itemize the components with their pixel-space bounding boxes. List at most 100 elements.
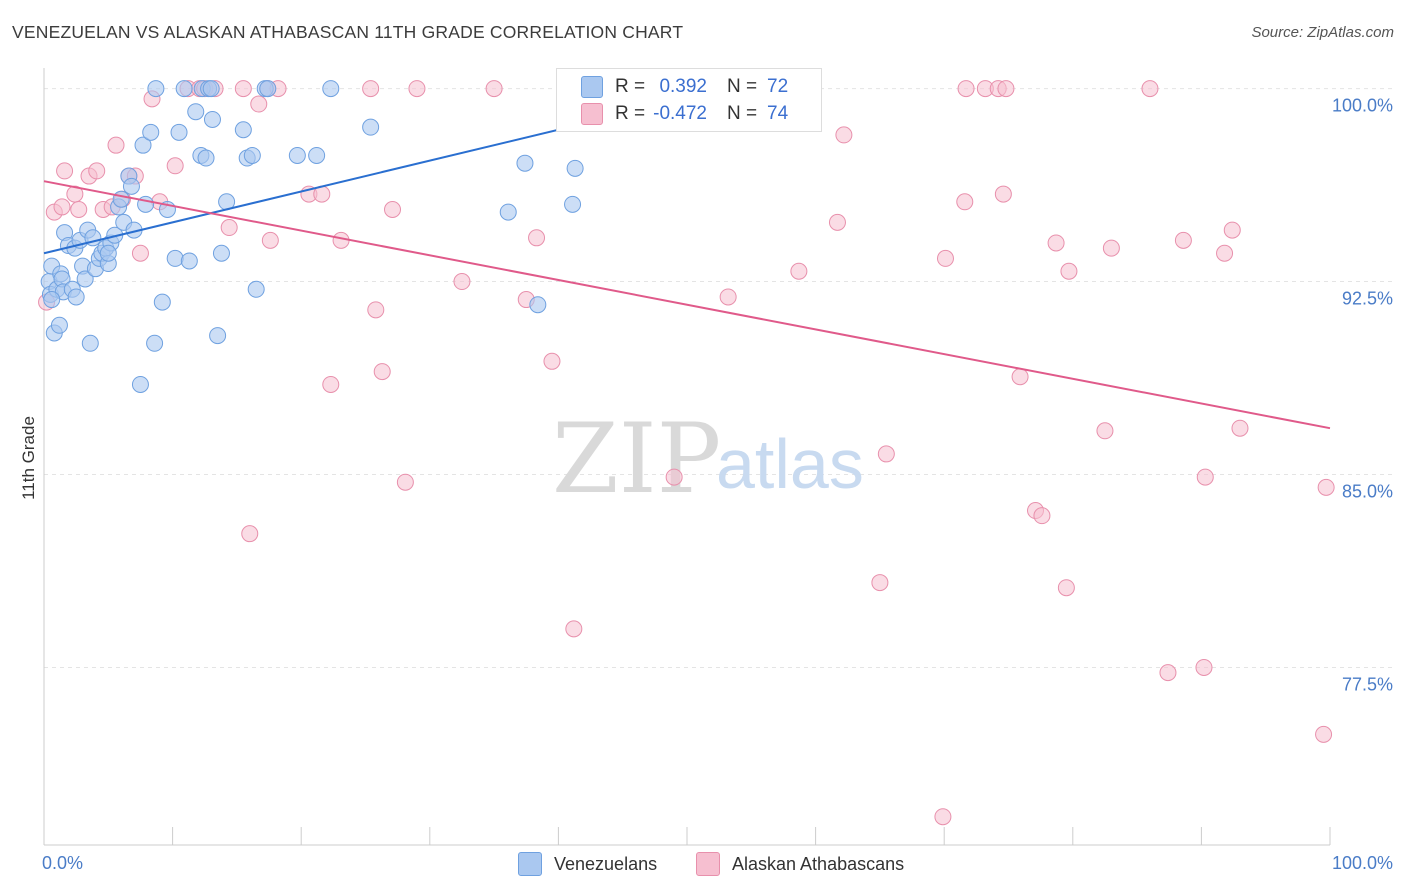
data-point-venezuelans bbox=[209, 327, 227, 345]
legend-row-alaskan-athabascans: R = -0.472 N = 74 bbox=[581, 102, 788, 126]
watermark-zip: ZIP bbox=[552, 403, 721, 515]
data-point-venezuelans bbox=[99, 244, 117, 262]
watermark: ZIP atlas bbox=[552, 403, 864, 515]
legend-n-value: 72 bbox=[767, 76, 789, 97]
data-point-alaskan-athabascans bbox=[1033, 507, 1051, 525]
data-point-alaskan-athabascans bbox=[1057, 579, 1075, 597]
data-point-alaskan-athabascans bbox=[88, 162, 106, 180]
trend-line-alaskan-athabascans bbox=[43, 180, 1331, 430]
data-point-venezuelans bbox=[247, 280, 265, 298]
data-point-alaskan-athabascans bbox=[934, 808, 952, 826]
data-point-venezuelans bbox=[134, 136, 152, 154]
legend-r-label: R = bbox=[615, 76, 646, 97]
chart-title: VENEZUELAN VS ALASKAN ATHABASCAN 11TH GR… bbox=[12, 22, 684, 42]
data-point-venezuelans bbox=[50, 316, 68, 334]
axes bbox=[43, 68, 1331, 846]
x-tick-label-end: 100.0% bbox=[1332, 853, 1393, 873]
legend-swatch-blue bbox=[581, 76, 603, 98]
data-point-alaskan-athabascans bbox=[1195, 658, 1213, 676]
data-point-venezuelans bbox=[67, 288, 85, 306]
data-point-venezuelans bbox=[516, 154, 534, 172]
data-point-venezuelans bbox=[212, 244, 230, 262]
legend-n-label: N = bbox=[727, 76, 758, 97]
data-point-alaskan-athabascans bbox=[835, 126, 853, 144]
data-point-alaskan-athabascans bbox=[1317, 478, 1335, 496]
y-tick-label: 92.5% bbox=[1342, 289, 1393, 309]
data-point-venezuelans bbox=[81, 334, 99, 352]
data-point-venezuelans bbox=[243, 146, 261, 164]
data-point-alaskan-athabascans bbox=[877, 445, 895, 463]
legend-swatch-pink bbox=[581, 103, 603, 125]
data-point-alaskan-athabascans bbox=[1060, 262, 1078, 280]
data-point-alaskan-athabascans bbox=[1141, 80, 1159, 98]
data-point-alaskan-athabascans bbox=[56, 162, 74, 180]
data-point-alaskan-athabascans bbox=[565, 620, 583, 638]
series-venezuelans bbox=[40, 80, 584, 393]
data-point-alaskan-athabascans bbox=[1196, 468, 1214, 486]
data-point-venezuelans bbox=[288, 146, 306, 164]
data-point-venezuelans bbox=[122, 177, 140, 195]
grid-lines bbox=[44, 88, 1392, 668]
x-tick-label-start: 0.0% bbox=[42, 853, 83, 873]
data-point-alaskan-athabascans bbox=[332, 231, 350, 249]
data-point-alaskan-athabascans bbox=[241, 525, 259, 543]
data-point-alaskan-athabascans bbox=[322, 375, 340, 393]
data-point-alaskan-athabascans bbox=[994, 185, 1012, 203]
data-point-alaskan-athabascans bbox=[528, 229, 546, 247]
data-point-alaskan-athabascans bbox=[790, 262, 808, 280]
data-point-venezuelans bbox=[146, 334, 164, 352]
data-point-venezuelans bbox=[564, 195, 582, 213]
data-point-alaskan-athabascans bbox=[1174, 231, 1192, 249]
data-point-alaskan-athabascans bbox=[828, 213, 846, 231]
data-point-alaskan-athabascans bbox=[1223, 221, 1241, 239]
data-point-alaskan-athabascans bbox=[871, 574, 889, 592]
data-point-alaskan-athabascans bbox=[453, 273, 471, 291]
legend-row-venezuelans: R = 0.392 N = 72 bbox=[581, 75, 788, 99]
data-point-alaskan-athabascans bbox=[1315, 725, 1333, 743]
data-point-alaskan-athabascans bbox=[1159, 664, 1177, 682]
data-point-venezuelans bbox=[203, 110, 221, 128]
legend-r-label: R = bbox=[615, 103, 646, 124]
data-point-venezuelans bbox=[499, 203, 517, 221]
y-tick-label: 100.0% bbox=[1332, 96, 1393, 116]
data-point-venezuelans bbox=[175, 80, 193, 98]
bottom-legend-swatch-blue bbox=[518, 852, 542, 876]
data-point-alaskan-athabascans bbox=[1231, 419, 1249, 437]
data-point-alaskan-athabascans bbox=[234, 80, 252, 98]
bottom-legend-swatch-pink bbox=[696, 852, 720, 876]
data-point-alaskan-athabascans bbox=[396, 473, 414, 491]
data-point-alaskan-athabascans bbox=[131, 244, 149, 262]
data-point-venezuelans bbox=[362, 118, 380, 136]
data-point-alaskan-athabascans bbox=[1102, 239, 1120, 257]
data-point-venezuelans bbox=[43, 291, 61, 309]
data-point-alaskan-athabascans bbox=[665, 468, 683, 486]
bottom-legend-label: Venezuelans bbox=[554, 853, 658, 874]
data-point-alaskan-athabascans bbox=[220, 219, 238, 237]
trend-lines bbox=[43, 97, 1331, 430]
data-point-venezuelans bbox=[180, 252, 198, 270]
data-point-venezuelans bbox=[112, 190, 130, 208]
data-point-alaskan-athabascans bbox=[997, 80, 1015, 98]
legend-n-value: 74 bbox=[767, 103, 789, 124]
legend-r-value: 0.392 bbox=[659, 76, 707, 97]
data-point-alaskan-athabascans bbox=[166, 157, 184, 175]
data-point-venezuelans bbox=[308, 146, 326, 164]
data-point-venezuelans bbox=[76, 270, 94, 288]
data-point-venezuelans bbox=[131, 375, 149, 393]
data-point-venezuelans bbox=[202, 80, 220, 98]
y-tick-label: 85.0% bbox=[1342, 482, 1393, 502]
data-point-venezuelans bbox=[187, 103, 205, 121]
data-point-alaskan-athabascans bbox=[367, 301, 385, 319]
watermark-atlas: atlas bbox=[716, 425, 864, 503]
data-point-alaskan-athabascans bbox=[384, 201, 402, 219]
y-tick-label: 77.5% bbox=[1342, 674, 1393, 694]
data-point-alaskan-athabascans bbox=[719, 288, 737, 306]
data-point-venezuelans bbox=[234, 121, 252, 139]
data-point-venezuelans bbox=[142, 123, 160, 141]
data-point-alaskan-athabascans bbox=[1047, 234, 1065, 252]
bottom-legend-venezuelans: Venezuelans bbox=[518, 852, 657, 876]
data-point-venezuelans bbox=[170, 123, 188, 141]
data-point-alaskan-athabascans bbox=[936, 249, 954, 267]
bottom-legend-alaskan-athabascans: Alaskan Athabascans bbox=[696, 852, 904, 876]
